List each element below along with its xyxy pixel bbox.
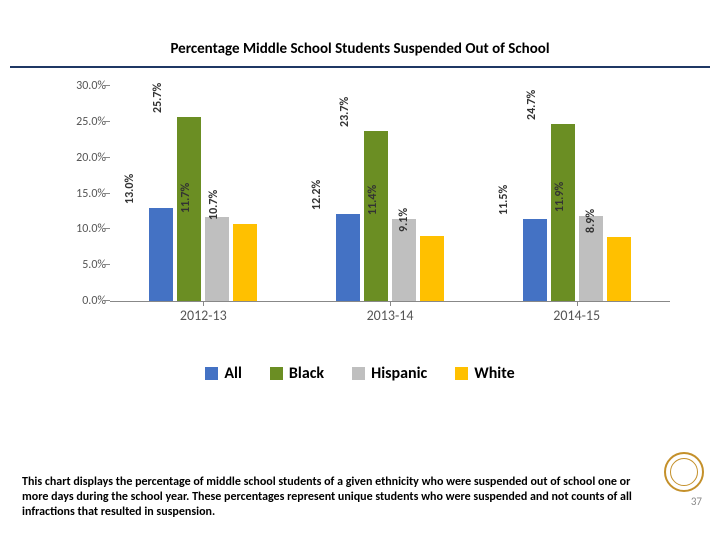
y-tick-label: 10.0% — [58, 222, 106, 236]
bar: 11.7% — [205, 217, 229, 301]
x-tick-mark — [577, 301, 578, 306]
bar: 12.2% — [336, 214, 360, 301]
bar: 9.1% — [420, 236, 444, 301]
legend-label: Black — [289, 364, 324, 383]
bar: 11.5% — [523, 219, 547, 301]
y-tick-mark — [105, 85, 110, 86]
y-tick-label: 30.0% — [58, 79, 106, 93]
bar: 13.0% — [149, 208, 173, 301]
bar-group: 13.0%25.7%11.7%10.7%2012-13 — [110, 86, 297, 301]
legend-swatch — [205, 367, 218, 380]
bar-value-label: 11.5% — [497, 184, 511, 218]
legend-item: Black — [270, 364, 324, 383]
bar-value-label: 9.1% — [397, 208, 411, 236]
page-number: 37 — [691, 495, 702, 508]
x-tick-mark — [390, 301, 391, 306]
bar-value-label: 8.9% — [584, 209, 598, 237]
y-tick-label: 20.0% — [58, 151, 106, 165]
x-category-label: 2012-13 — [110, 301, 297, 324]
y-tick-mark — [105, 264, 110, 265]
legend-swatch — [270, 367, 283, 380]
title-underline — [10, 66, 710, 68]
legend-swatch — [352, 367, 365, 380]
y-tick-label: 15.0% — [58, 187, 106, 201]
bar: 8.9% — [607, 237, 631, 301]
bar-group: 12.2%23.7%11.4%9.1%2013-14 — [297, 86, 484, 301]
bar-value-label: 11.7% — [179, 183, 193, 217]
bar-value-label: 23.7% — [338, 97, 352, 131]
plot-area: 13.0%25.7%11.7%10.7%2012-1312.2%23.7%11.… — [110, 86, 670, 302]
y-tick-label: 0.0% — [58, 294, 106, 308]
y-tick-mark — [105, 300, 110, 301]
y-tick-mark — [105, 157, 110, 158]
chart: 13.0%25.7%11.7%10.7%2012-1312.2%23.7%11.… — [60, 86, 680, 326]
legend-swatch — [455, 367, 468, 380]
y-tick-mark — [105, 121, 110, 122]
bar-value-label: 12.2% — [310, 179, 324, 213]
legend-item: All — [205, 364, 242, 383]
bar-groups: 13.0%25.7%11.7%10.7%2012-1312.2%23.7%11.… — [110, 86, 670, 301]
seal-icon — [664, 452, 704, 492]
y-tick-mark — [105, 228, 110, 229]
bar-value-label: 11.4% — [366, 185, 380, 219]
x-tick-mark — [203, 301, 204, 306]
legend-label: Hispanic — [371, 364, 427, 383]
y-tick-label: 25.0% — [58, 115, 106, 129]
caption: This chart displays the percentage of mi… — [22, 475, 640, 520]
x-category-label: 2013-14 — [297, 301, 484, 324]
bar-value-label: 11.9% — [553, 182, 567, 216]
legend-label: All — [224, 364, 242, 383]
bar-group: 11.5%24.7%11.9%8.9%2014-15 — [483, 86, 670, 301]
bar-value-label: 13.0% — [123, 174, 137, 208]
bar-value-label: 10.7% — [207, 190, 221, 224]
legend-item: White — [455, 364, 514, 383]
legend: All Black Hispanic White — [0, 364, 720, 383]
chart-title: Percentage Middle School Students Suspen… — [0, 0, 720, 66]
legend-item: Hispanic — [352, 364, 427, 383]
bar: 10.7% — [233, 224, 257, 301]
x-category-label: 2014-15 — [483, 301, 670, 324]
bar-value-label: 24.7% — [525, 90, 539, 124]
bar-value-label: 25.7% — [151, 83, 165, 117]
y-tick-mark — [105, 193, 110, 194]
legend-label: White — [474, 364, 514, 383]
y-tick-label: 5.0% — [58, 258, 106, 272]
